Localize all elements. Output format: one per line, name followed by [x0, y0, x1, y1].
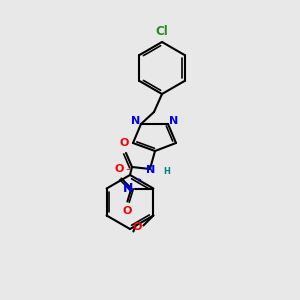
- Text: N: N: [169, 116, 178, 126]
- Text: +: +: [135, 178, 141, 184]
- Text: H: H: [163, 167, 170, 176]
- Text: Cl: Cl: [156, 25, 168, 38]
- Text: O: O: [115, 164, 124, 175]
- Text: O: O: [123, 206, 132, 217]
- Text: N: N: [146, 165, 155, 175]
- Text: O: O: [132, 221, 141, 232]
- Text: N: N: [131, 116, 140, 126]
- Text: −: −: [125, 167, 131, 172]
- Text: N: N: [123, 182, 134, 195]
- Text: O: O: [119, 138, 129, 148]
